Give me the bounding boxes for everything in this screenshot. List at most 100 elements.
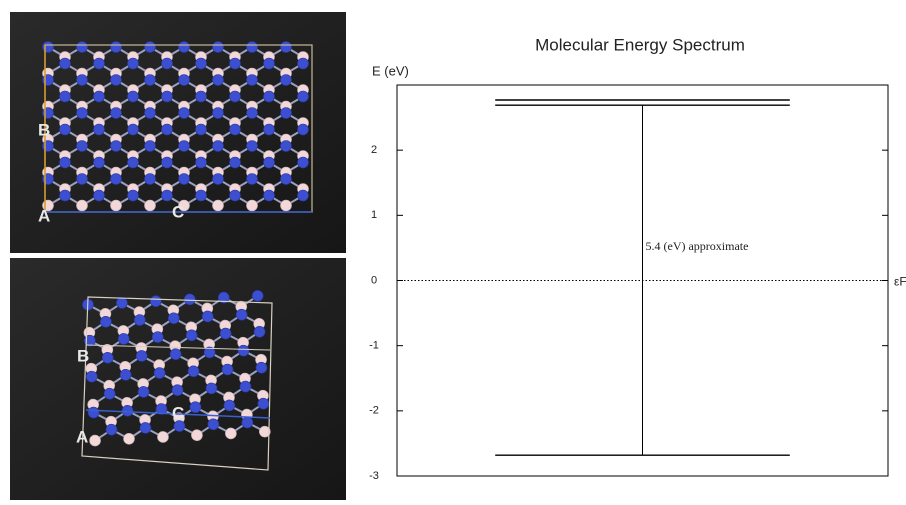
nitrogen-atom [116, 297, 128, 309]
nitrogen-atom [222, 364, 234, 376]
nitrogen-atom [106, 424, 118, 436]
nitrogen-atom [252, 290, 264, 302]
nitrogen-atom [190, 401, 202, 413]
nitrogen-atom [162, 58, 173, 69]
boron-atom [123, 433, 135, 445]
nitrogen-atom [43, 174, 54, 185]
nitrogen-atom [88, 407, 100, 419]
nitrogen-atom [162, 190, 173, 201]
y-tick-label: -1 [369, 340, 379, 352]
nitrogen-atom [256, 362, 268, 374]
nitrogen-atom [170, 348, 182, 360]
nitrogen-atom [264, 124, 275, 135]
nitrogen-atom [264, 91, 275, 102]
nitrogen-atom [77, 141, 88, 152]
nitrogen-atom [43, 141, 54, 152]
nitrogen-atom [60, 157, 71, 168]
nitrogen-atom [60, 58, 71, 69]
nitrogen-atom [264, 58, 275, 69]
nitrogen-atom [162, 157, 173, 168]
nitrogen-atom [298, 157, 309, 168]
nitrogen-atom [264, 190, 275, 201]
nitrogen-atom [111, 108, 122, 119]
nitrogen-atom [43, 42, 54, 53]
nitrogen-atom [264, 157, 275, 168]
nitrogen-atom [145, 108, 156, 119]
boron-atom [145, 200, 156, 211]
nitrogen-atom [145, 75, 156, 86]
nitrogen-atom [188, 365, 200, 377]
nitrogen-atom [254, 326, 266, 338]
nitrogen-atom [230, 124, 241, 135]
nitrogen-atom [281, 75, 292, 86]
boron-atom [225, 428, 237, 440]
nitrogen-atom [230, 91, 241, 102]
nitrogen-atom [196, 124, 207, 135]
nitrogen-atom [213, 174, 224, 185]
y-tick-label: -3 [369, 470, 379, 482]
nitrogen-atom [196, 190, 207, 201]
nitrogen-atom [179, 141, 190, 152]
chart-title: Molecular Energy Spectrum [535, 35, 745, 54]
nitrogen-atom [208, 419, 220, 431]
nitrogen-atom [281, 42, 292, 53]
nitrogen-atom [138, 386, 150, 398]
nitrogen-atom [179, 75, 190, 86]
nitrogen-atom [154, 367, 166, 379]
nitrogen-atom [247, 42, 258, 53]
nitrogen-atom [77, 108, 88, 119]
y-tick-label: 1 [371, 209, 377, 221]
fermi-label: εF [894, 275, 906, 289]
nitrogen-atom [128, 157, 139, 168]
nitrogen-atom [104, 388, 116, 400]
nitrogen-atom [100, 316, 112, 328]
nitrogen-atom [230, 58, 241, 69]
axis-label: A [76, 427, 88, 446]
nitrogen-atom [43, 75, 54, 86]
axis-label: A [38, 206, 50, 225]
y-tick-label: 0 [371, 274, 377, 286]
axis-label: C [172, 403, 184, 422]
nitrogen-atom [298, 58, 309, 69]
chart: Molecular Energy Spectrum E (eV) -3-2-10… [369, 35, 906, 481]
annotation: 5.4 (eV) approximate [646, 239, 749, 253]
nitrogen-atom [77, 174, 88, 185]
nitrogen-atom [140, 422, 152, 434]
boron-atom [213, 200, 224, 211]
nitrogen-atom [258, 398, 270, 410]
axis-label: B [38, 120, 50, 139]
nitrogen-atom [202, 311, 214, 323]
nitrogen-atom [60, 190, 71, 201]
nitrogen-atom [152, 331, 164, 343]
nitrogen-atom [213, 108, 224, 119]
nitrogen-atom [145, 42, 156, 53]
y-tick-label: 2 [371, 144, 377, 156]
nitrogen-atom [102, 352, 114, 364]
y-tick-label: -2 [369, 405, 379, 417]
nitrogen-atom [128, 190, 139, 201]
boron-atom [247, 200, 258, 211]
nitrogen-atom [281, 141, 292, 152]
nitrogen-atom [179, 108, 190, 119]
nitrogen-atom [86, 371, 98, 383]
nitrogen-atom [224, 400, 236, 412]
nitrogen-atom [134, 314, 146, 326]
nitrogen-atom [196, 58, 207, 69]
nitrogen-atom [168, 312, 180, 324]
nitrogen-atom [162, 91, 173, 102]
nitrogen-atom [179, 174, 190, 185]
nitrogen-atom [136, 350, 148, 362]
nitrogen-atom [122, 405, 134, 417]
nitrogen-atom [196, 91, 207, 102]
boron-atom [281, 200, 292, 211]
nitrogen-atom [60, 124, 71, 135]
nitrogen-atom [240, 381, 252, 393]
nitrogen-atom [128, 58, 139, 69]
nitrogen-atom [94, 124, 105, 135]
nitrogen-atom [238, 345, 250, 357]
nitrogen-atom [247, 108, 258, 119]
nitrogen-atom [111, 174, 122, 185]
nitrogen-atom [111, 42, 122, 53]
nitrogen-atom [298, 190, 309, 201]
nitrogen-atom [111, 75, 122, 86]
